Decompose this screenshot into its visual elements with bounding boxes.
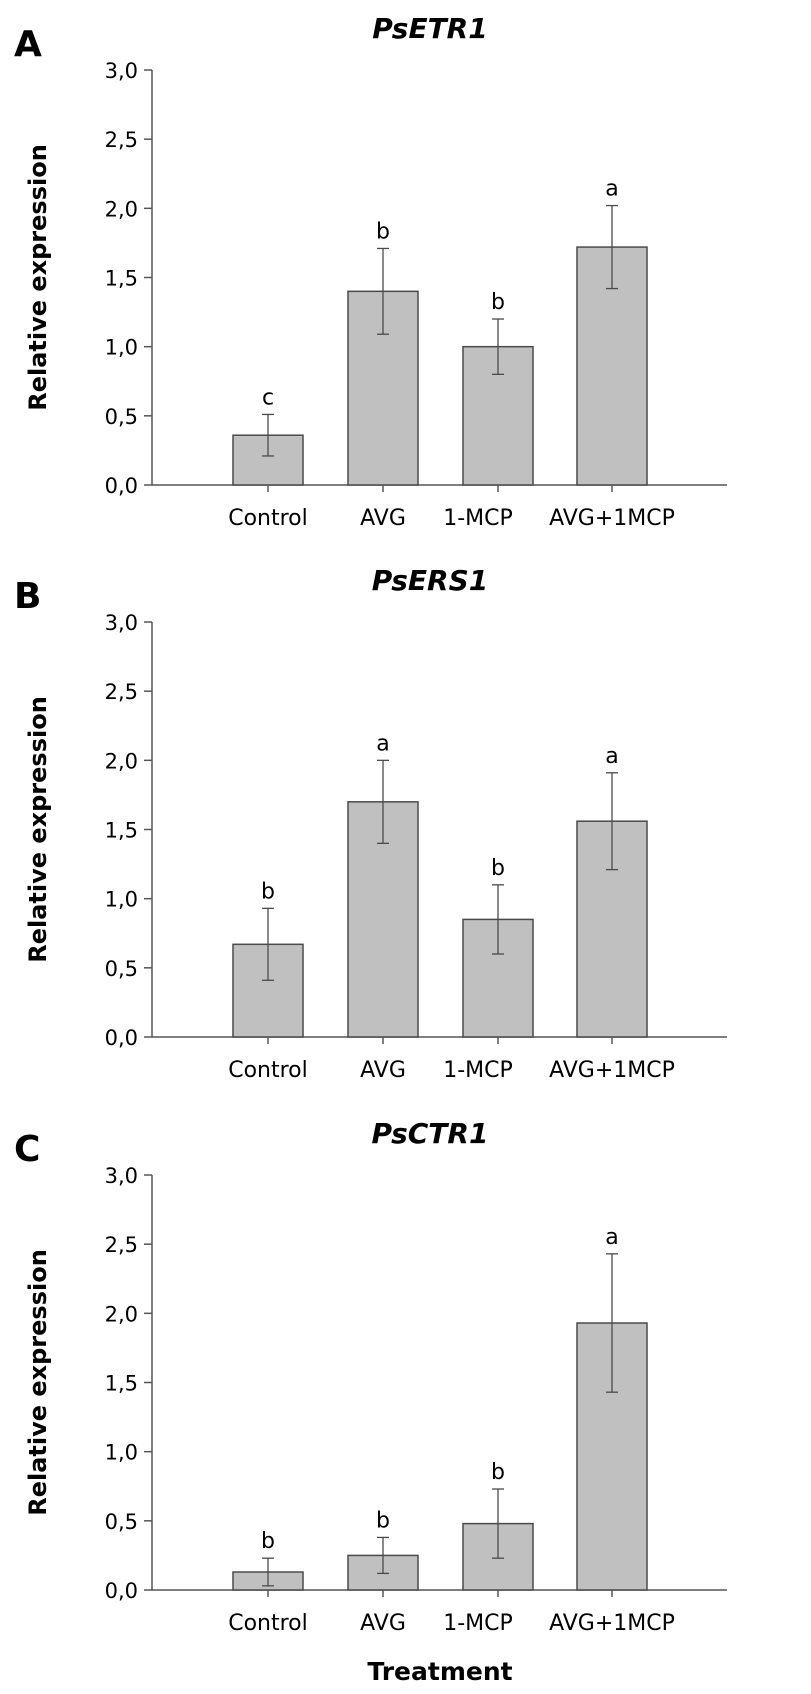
x-tick-label: AVG	[360, 1058, 406, 1083]
y-tick-label: 1,0	[105, 336, 138, 360]
y-tick-label: 1,5	[105, 819, 138, 843]
significance-label: b	[376, 1508, 390, 1533]
x-tick-label: AVG+1MCP	[549, 506, 675, 531]
y-tick-label: 3,0	[105, 59, 138, 83]
x-tick-label: AVG+1MCP	[549, 1611, 675, 1636]
y-tick-label: 3,0	[105, 1164, 138, 1188]
y-tick-label: 1,5	[105, 267, 138, 291]
x-tick-label: 1-MCP	[443, 1611, 513, 1636]
y-tick-label: 0,0	[105, 474, 138, 498]
y-tick-label: 2,5	[105, 128, 138, 152]
y-axis-title: Relative expression	[24, 144, 52, 411]
significance-label: a	[605, 744, 618, 769]
panel-letter: A	[14, 24, 42, 65]
significance-label: b	[261, 879, 275, 904]
y-tick-label: 0,5	[105, 957, 138, 981]
y-tick-label: 2,0	[105, 1302, 138, 1326]
x-tick-label: AVG	[360, 506, 406, 531]
x-tick-label: AVG	[360, 1611, 406, 1636]
x-tick-label: 1-MCP	[443, 1058, 513, 1083]
significance-label: b	[491, 856, 505, 881]
significance-label: a	[376, 731, 389, 756]
x-tick-label: Control	[228, 1611, 308, 1636]
panel-title: PsERS1	[372, 564, 489, 597]
significance-label: b	[491, 1460, 505, 1485]
x-tick-label: Control	[228, 506, 308, 531]
significance-label: b	[261, 1529, 275, 1554]
significance-label: a	[605, 1225, 618, 1250]
panel-title: PsCTR1	[372, 1117, 489, 1150]
y-tick-label: 2,5	[105, 1233, 138, 1257]
y-tick-label: 1,0	[105, 1441, 138, 1465]
x-tick-label: 1-MCP	[443, 506, 513, 531]
y-axis-title: Relative expression	[24, 696, 52, 963]
y-tick-label: 2,0	[105, 197, 138, 221]
x-axis-title: Treatment	[367, 1657, 512, 1686]
y-axis-title: Relative expression	[24, 1249, 52, 1516]
y-tick-label: 0,0	[105, 1026, 138, 1050]
y-tick-label: 0,5	[105, 1510, 138, 1534]
significance-label: a	[605, 177, 618, 202]
panel-title: PsETR1	[372, 12, 487, 45]
significance-label: b	[491, 290, 505, 315]
y-tick-label: 3,0	[105, 611, 138, 635]
y-tick-label: 2,5	[105, 680, 138, 704]
y-tick-label: 1,0	[105, 888, 138, 912]
x-tick-label: Control	[228, 1058, 308, 1083]
panel-letter: C	[14, 1129, 40, 1170]
panel-letter: B	[14, 576, 41, 617]
significance-label: b	[376, 219, 390, 244]
significance-label: c	[262, 385, 274, 410]
x-tick-label: AVG+1MCP	[549, 1058, 675, 1083]
y-tick-label: 0,5	[105, 405, 138, 429]
y-tick-label: 0,0	[105, 1579, 138, 1603]
y-tick-label: 1,5	[105, 1372, 138, 1396]
y-tick-label: 2,0	[105, 749, 138, 773]
